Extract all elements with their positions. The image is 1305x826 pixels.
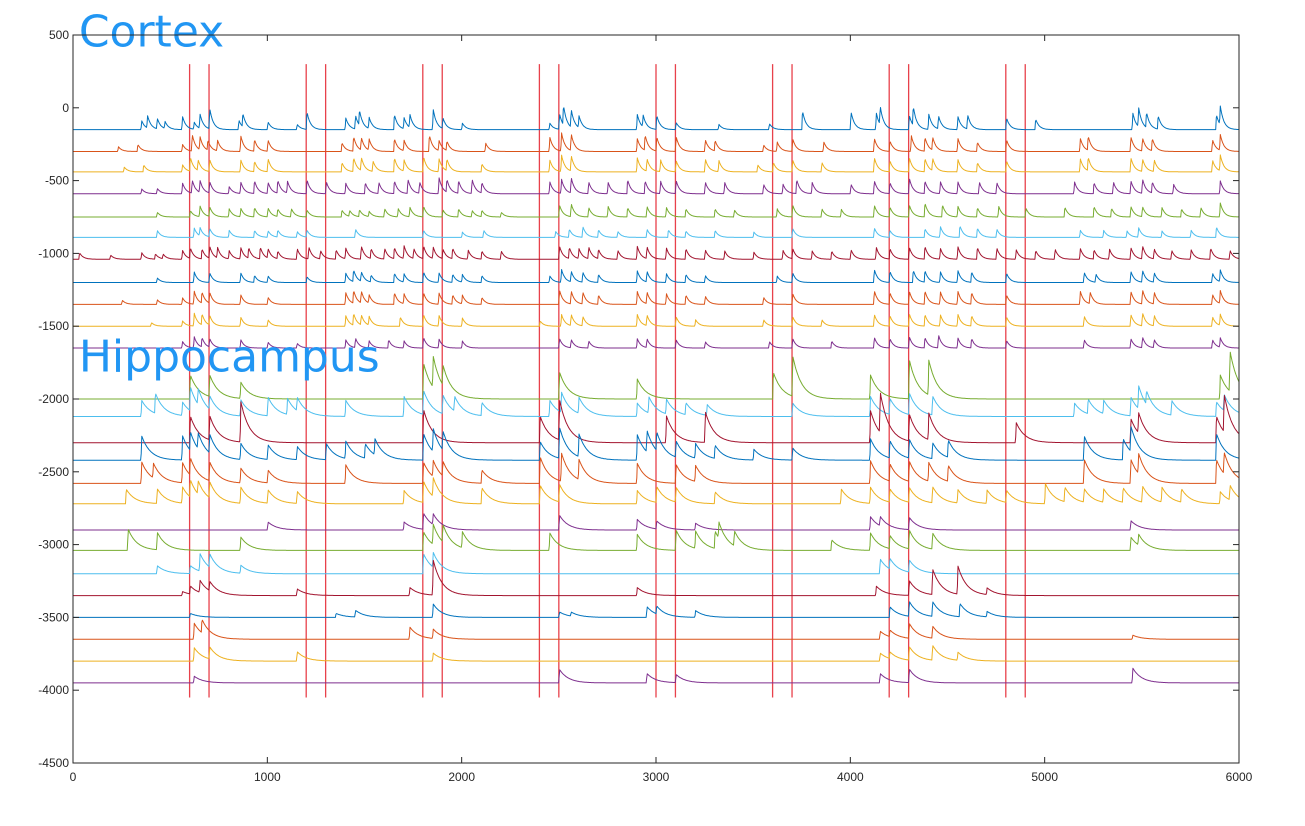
trace-line <box>73 105 1239 131</box>
trace-line <box>73 226 1239 238</box>
trace-line <box>73 154 1239 173</box>
trace-line <box>73 559 1239 597</box>
x-tick-label: 2000 <box>448 770 475 784</box>
y-tick-label: -500 <box>45 174 69 188</box>
x-tick-label: 5000 <box>1031 770 1058 784</box>
trace-line <box>73 132 1239 152</box>
trace-line <box>73 312 1239 327</box>
y-axis: 500 0 -500 -1000 -1500 -2000 -2500 -3000 -3500 -4… <box>38 28 1239 770</box>
trace-line <box>73 521 1239 551</box>
x-axis: 0 1000 2000 3000 4000 5000 6000 <box>70 35 1253 784</box>
trace-line <box>73 290 1239 305</box>
trace-line <box>73 177 1239 195</box>
trace-line <box>73 667 1239 684</box>
trace-line <box>73 426 1240 461</box>
y-tick-label: -3000 <box>38 538 69 552</box>
traces <box>73 105 1240 684</box>
trace-line <box>73 385 1240 417</box>
x-tick-label: 3000 <box>643 770 670 784</box>
region-label: Cortex <box>79 7 224 58</box>
trace-line <box>73 202 1239 218</box>
y-tick-label: -3500 <box>38 610 69 624</box>
y-tick-label: -4000 <box>38 683 69 697</box>
y-tick-label: 500 <box>49 28 69 42</box>
trace-line <box>73 619 1239 640</box>
x-tick-label: 1000 <box>254 770 281 784</box>
trace-line <box>73 513 1239 531</box>
trace-line <box>73 335 1239 349</box>
x-tick-label: 0 <box>70 770 77 784</box>
annotations: Cortex Hippocampus <box>79 7 380 383</box>
y-tick-label: -1000 <box>38 246 69 260</box>
region-label: Hippocampus <box>79 331 380 382</box>
trace-line <box>73 269 1240 283</box>
y-tick-label: -2500 <box>38 465 69 479</box>
y-tick-label: 0 <box>62 101 69 115</box>
trace-line <box>73 245 1240 260</box>
x-tick-label: 4000 <box>837 770 864 784</box>
y-tick-label: -2000 <box>38 392 69 406</box>
y-tick-label: -1500 <box>38 319 69 333</box>
trace-line <box>73 601 1239 618</box>
trace-line <box>73 477 1240 505</box>
trace-line <box>73 351 1240 400</box>
trace-line <box>73 552 1239 575</box>
trace-line <box>73 645 1239 662</box>
trace-line <box>73 452 1240 484</box>
x-tick-label: 6000 <box>1226 770 1253 784</box>
y-tick-label: -4500 <box>38 756 69 770</box>
